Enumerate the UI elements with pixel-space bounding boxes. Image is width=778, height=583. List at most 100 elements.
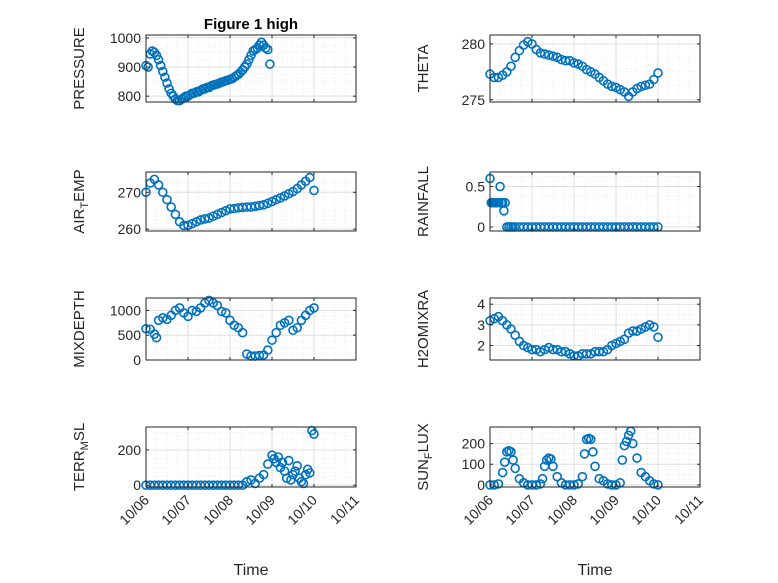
- y-tick-label: 200: [462, 436, 486, 452]
- data-point: [493, 479, 504, 489]
- data-point: [627, 438, 638, 449]
- data-point: [539, 49, 550, 59]
- data-point: [569, 58, 579, 68]
- data-point: [581, 348, 592, 359]
- data-point: [267, 335, 277, 345]
- y-axis-label: THETA: [415, 44, 432, 92]
- y-tick-label: 3: [477, 317, 485, 333]
- y-axis-label: AIRTEMP: [71, 169, 91, 233]
- data-point: [653, 68, 663, 78]
- data-point: [153, 54, 164, 65]
- data-point: [304, 468, 315, 478]
- data-point: [271, 327, 282, 338]
- y-tick-label: 500: [118, 327, 142, 343]
- y-axis-label: MIXDEPTH: [71, 290, 88, 368]
- y-tick-label: 0: [477, 219, 485, 235]
- data-point: [216, 306, 227, 317]
- data-point: [158, 313, 168, 323]
- data-point: [200, 214, 210, 224]
- data-point: [296, 476, 307, 487]
- y-tick-label: 2: [477, 338, 485, 354]
- data-point: [632, 453, 642, 463]
- data-point: [151, 332, 162, 343]
- data-point: [541, 455, 552, 465]
- data-point: [258, 200, 269, 210]
- y-tick-label: 0.5: [466, 179, 486, 195]
- data-point: [495, 181, 505, 192]
- data-point: [640, 80, 651, 91]
- subplot-air-temp: 260 270 AIRTEMP: [71, 169, 357, 237]
- data-point: [153, 180, 164, 190]
- axes-box: [145, 426, 357, 488]
- data-point: [290, 466, 300, 476]
- axes-box: [489, 171, 701, 232]
- data-point: [527, 344, 537, 355]
- data-point: [283, 455, 294, 466]
- data-point: [254, 200, 265, 211]
- data-point: [636, 81, 647, 92]
- data-point: [309, 429, 319, 439]
- data-point: [233, 480, 244, 491]
- y-tick-label: 260: [118, 221, 142, 237]
- y-tick-label: 0: [133, 477, 141, 493]
- data-point: [304, 172, 315, 183]
- subplot-pressure: 800 900 1000 PRESSURE: [71, 27, 357, 110]
- data-point: [497, 467, 508, 478]
- y-axis-label: TERRMSL: [71, 423, 91, 491]
- data-point: [166, 202, 176, 212]
- data-point: [648, 479, 659, 489]
- data-point: [187, 305, 197, 316]
- data-point: [588, 447, 598, 457]
- axes-box: [489, 34, 701, 103]
- data-point: [258, 469, 269, 480]
- data-point: [548, 344, 558, 355]
- data-point: [510, 52, 521, 63]
- subplot-theta: 275 280 THETA: [415, 34, 701, 108]
- data-point: [543, 50, 554, 60]
- data-point: [606, 81, 617, 92]
- y-tick-label: 200: [118, 442, 142, 458]
- subplot-mixdepth: 0 500 1000 MIXDEPTH: [71, 290, 357, 368]
- data-point: [548, 461, 558, 472]
- data-point: [653, 332, 663, 343]
- data-point: [277, 457, 288, 468]
- data-point: [143, 62, 153, 72]
- axes-box: [489, 426, 701, 488]
- data-point: [627, 326, 638, 336]
- data-point: [499, 457, 510, 467]
- y-tick-label: 280: [462, 36, 486, 52]
- data-point: [309, 185, 319, 196]
- y-tick-label: 800: [118, 88, 142, 104]
- y-axis-label: PRESSURE: [71, 27, 88, 110]
- data-point: [537, 473, 548, 484]
- data-point: [590, 461, 600, 472]
- data-point: [160, 72, 170, 83]
- data-point: [577, 471, 588, 482]
- data-point: [585, 434, 596, 445]
- data-point: [535, 479, 546, 489]
- y-axis-label: SUNFLUX: [415, 423, 435, 491]
- y-tick-label: 1000: [110, 302, 141, 318]
- y-tick-label: 100: [462, 456, 486, 472]
- data-point: [237, 327, 248, 338]
- axes-background: [490, 172, 700, 231]
- x-axis-label: Time: [234, 562, 269, 579]
- y-axis-label: RAINFALL: [415, 166, 432, 237]
- data-point: [309, 303, 319, 313]
- y-axis-label: H2OMIXRA: [415, 290, 432, 368]
- data-point: [506, 61, 516, 72]
- data-point: [162, 78, 172, 88]
- data-point: [653, 480, 663, 490]
- data-point: [292, 322, 303, 333]
- data-point: [283, 315, 294, 326]
- data-point: [648, 74, 659, 85]
- y-tick-label: 4: [477, 296, 485, 312]
- axes-box: [145, 34, 357, 103]
- data-point: [262, 345, 273, 355]
- x-axis-label: Time: [578, 562, 613, 579]
- data-point: [265, 59, 275, 69]
- data-point: [573, 479, 584, 489]
- axes-box: [145, 171, 357, 232]
